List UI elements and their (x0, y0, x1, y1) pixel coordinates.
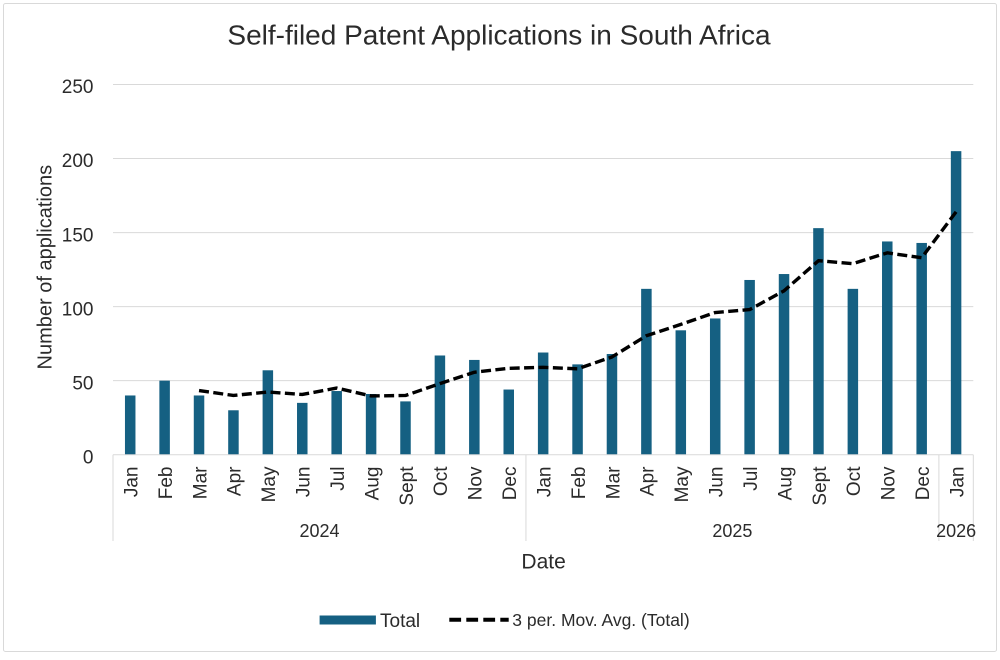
svg-text:Feb: Feb (156, 467, 177, 500)
svg-text:250: 250 (62, 77, 94, 98)
svg-text:Sept: Sept (397, 466, 418, 506)
svg-text:Oct: Oct (844, 466, 865, 496)
svg-text:May: May (672, 466, 693, 502)
svg-text:Number of applications: Number of applications (35, 165, 57, 370)
svg-text:Total: Total (380, 611, 420, 632)
svg-text:150: 150 (62, 225, 94, 246)
svg-text:Dec: Dec (913, 467, 934, 501)
svg-text:Mar: Mar (603, 466, 624, 499)
svg-text:Aug: Aug (775, 467, 796, 501)
svg-text:Aug: Aug (362, 467, 383, 501)
svg-text:Self-filed Patent Applications: Self-filed Patent Applications in South … (227, 20, 771, 51)
svg-text:Apr: Apr (638, 466, 659, 496)
svg-text:Mar: Mar (190, 466, 211, 499)
svg-text:100: 100 (62, 299, 94, 320)
svg-text:3 per. Mov. Avg. (Total): 3 per. Mov. Avg. (Total) (512, 610, 689, 630)
svg-text:Jan: Jan (947, 467, 968, 498)
svg-text:Nov: Nov (466, 466, 487, 500)
svg-text:Apr: Apr (225, 466, 246, 496)
svg-text:Dec: Dec (500, 467, 521, 501)
svg-text:Feb: Feb (569, 467, 590, 500)
svg-text:Nov: Nov (879, 466, 900, 500)
svg-text:50: 50 (72, 373, 93, 394)
svg-text:Jan: Jan (534, 467, 555, 498)
svg-text:May: May (259, 466, 280, 502)
svg-text:Oct: Oct (431, 466, 452, 496)
svg-text:2024: 2024 (299, 521, 339, 541)
svg-text:Jul: Jul (741, 467, 762, 491)
svg-text:0: 0 (83, 447, 94, 468)
svg-text:Sept: Sept (810, 466, 831, 506)
svg-text:Date: Date (521, 550, 565, 573)
svg-text:Jul: Jul (328, 467, 349, 491)
svg-text:Jan: Jan (122, 467, 143, 498)
svg-text:2026: 2026 (936, 521, 976, 541)
svg-text:2025: 2025 (712, 521, 752, 541)
svg-text:Jun: Jun (707, 467, 728, 498)
svg-text:Jun: Jun (294, 467, 315, 498)
svg-text:200: 200 (62, 151, 94, 172)
